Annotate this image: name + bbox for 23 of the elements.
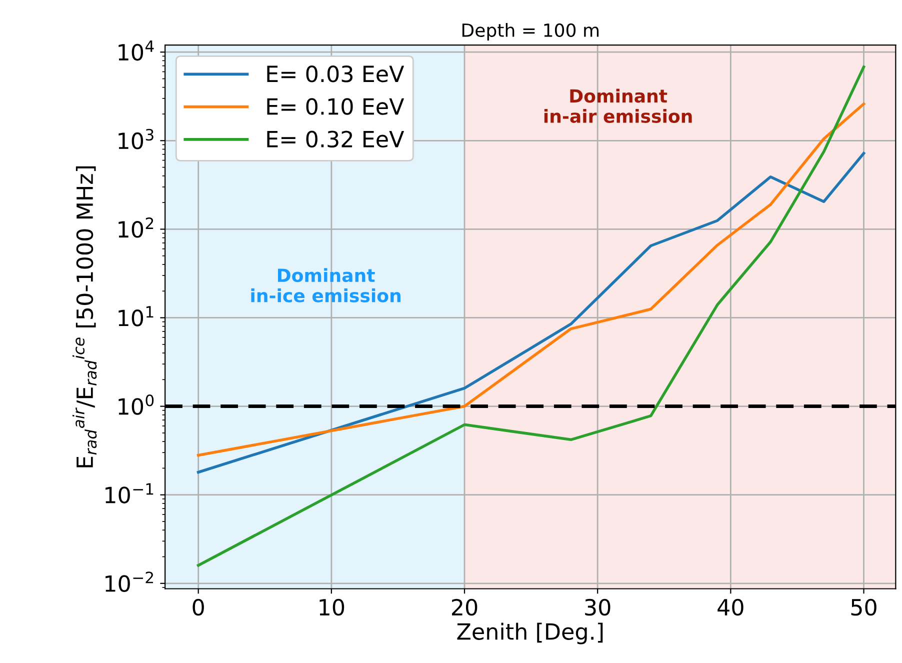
x-axis-title: Zenith [Deg.] bbox=[457, 622, 603, 644]
annotation: Dominant in-air emission bbox=[544, 88, 692, 123]
x-tick-label: 40 bbox=[718, 598, 744, 616]
y-tick-label: 10$^{1}$ bbox=[118, 306, 154, 326]
y-tick-label: 10$^{−2}$ bbox=[106, 572, 153, 592]
line-series bbox=[196, 152, 866, 474]
x-tick-label: 20 bbox=[452, 598, 478, 616]
y-tick-label: 10$^{−1}$ bbox=[106, 483, 154, 504]
y-tick-label: 10$^{0}$ bbox=[118, 394, 154, 415]
x-tick-label: 0 bbox=[192, 598, 204, 616]
y-tick-label: 10$^{2}$ bbox=[118, 217, 154, 238]
legend-label: E= 0.03 EeV bbox=[267, 65, 404, 82]
y-tick-label: 10$^{3}$ bbox=[118, 128, 154, 150]
legend-label: E= 0.10 EeV bbox=[267, 98, 404, 115]
annotation: Dominant in-ice emission bbox=[251, 268, 400, 302]
y-axis-title: E$_{rad}$$^{air}$/E$_{rad}$$^{ice}$ [50-1000 MHz] bbox=[72, 166, 97, 468]
line-series bbox=[196, 66, 866, 567]
legend-label: E= 0.32 EeV bbox=[267, 130, 404, 148]
x-tick-label: 50 bbox=[851, 598, 876, 616]
x-tick-label: 30 bbox=[585, 598, 610, 616]
x-tick-label: 10 bbox=[320, 598, 344, 616]
y-tick-label: 10$^{4}$ bbox=[118, 40, 154, 61]
chart-title: Depth = 100 m bbox=[462, 23, 599, 41]
